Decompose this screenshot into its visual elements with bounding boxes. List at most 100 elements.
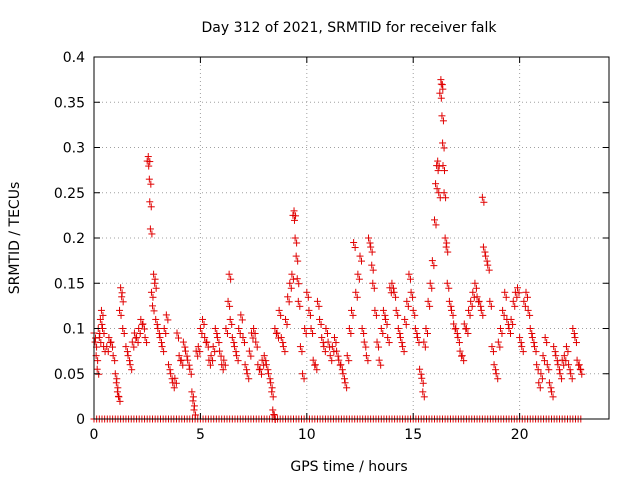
data-point	[340, 375, 348, 383]
x-tick-label: 20	[511, 427, 529, 443]
data-point	[298, 348, 306, 356]
data-point	[466, 311, 474, 319]
data-point	[105, 334, 113, 342]
data-point	[404, 302, 412, 310]
data-point	[309, 356, 317, 364]
data-point	[207, 352, 215, 360]
data-point	[556, 370, 564, 378]
data-point	[333, 347, 341, 355]
data-point	[550, 343, 558, 351]
y-tick-label: 0.1	[63, 322, 85, 338]
data-point	[505, 325, 513, 332]
data-point	[123, 348, 131, 356]
data-point	[223, 330, 231, 337]
data-point	[532, 348, 540, 356]
data-point	[439, 117, 447, 125]
data-point	[396, 330, 404, 337]
data-point	[158, 343, 166, 351]
data-point	[224, 297, 232, 305]
data-point	[228, 320, 236, 328]
data-point	[571, 334, 579, 342]
data-point	[406, 275, 414, 283]
data-point	[116, 397, 124, 405]
data-point	[338, 366, 346, 374]
data-point	[492, 370, 500, 378]
y-tick-label: 0.3	[63, 141, 85, 157]
data-point	[356, 252, 364, 260]
data-point	[94, 357, 102, 365]
data-point	[416, 365, 424, 373]
data-point	[394, 325, 402, 332]
data-point	[381, 311, 389, 319]
data-point	[524, 306, 532, 314]
data-point	[565, 361, 573, 369]
data-point	[337, 361, 345, 369]
data-point	[189, 397, 197, 405]
data-point	[420, 338, 428, 346]
data-point	[375, 356, 383, 364]
data-point	[492, 366, 500, 374]
data-point	[355, 275, 363, 283]
data-point	[445, 297, 453, 305]
data-point	[95, 334, 103, 342]
data-point	[402, 320, 410, 328]
data-point	[518, 343, 526, 351]
data-point	[228, 334, 236, 342]
data-point	[422, 325, 430, 332]
data-point	[411, 325, 419, 332]
data-point	[296, 302, 304, 310]
data-point	[174, 334, 182, 342]
data-point	[472, 284, 480, 292]
data-point	[421, 343, 429, 351]
data-point	[146, 225, 154, 233]
data-point	[315, 302, 323, 310]
data-point	[430, 262, 438, 270]
data-point	[175, 352, 183, 360]
data-point	[383, 320, 391, 328]
data-point	[419, 379, 427, 387]
data-point	[358, 257, 366, 265]
data-point	[241, 361, 249, 369]
data-point	[238, 316, 246, 324]
data-point	[473, 293, 481, 301]
data-point	[399, 343, 407, 351]
data-point	[551, 348, 559, 356]
data-point	[245, 347, 253, 355]
data-point	[405, 270, 413, 278]
data-point	[487, 302, 495, 310]
data-point	[392, 306, 400, 314]
data-point	[277, 334, 285, 342]
data-point	[116, 306, 124, 314]
data-point	[279, 343, 287, 351]
data-point	[558, 375, 566, 383]
data-point	[370, 284, 378, 292]
data-point	[203, 338, 211, 346]
data-point	[200, 320, 208, 328]
data-point	[153, 320, 161, 328]
data-point	[119, 298, 127, 306]
y-axis: 0 0.05 0.1 0.15 0.2 0.25 0.3 0.35 0.4	[54, 50, 609, 428]
data-point	[250, 325, 258, 332]
data-point	[277, 311, 285, 319]
data-point	[306, 311, 314, 319]
data-point	[367, 243, 375, 251]
data-point	[324, 338, 332, 346]
data-point	[502, 293, 510, 301]
data-point	[302, 330, 310, 337]
data-point	[285, 298, 293, 306]
data-point	[482, 252, 490, 260]
y-tick-label: 0.05	[54, 367, 85, 383]
data-point	[139, 320, 147, 328]
data-point	[286, 279, 294, 287]
data-point	[428, 257, 436, 265]
data-point	[190, 406, 198, 414]
data-point	[350, 239, 358, 247]
data-point	[217, 352, 225, 360]
data-point	[220, 356, 228, 364]
data-point	[233, 352, 241, 360]
data-point	[166, 366, 174, 374]
data-point	[140, 325, 148, 333]
data-point	[471, 279, 479, 287]
data-point	[187, 370, 195, 378]
